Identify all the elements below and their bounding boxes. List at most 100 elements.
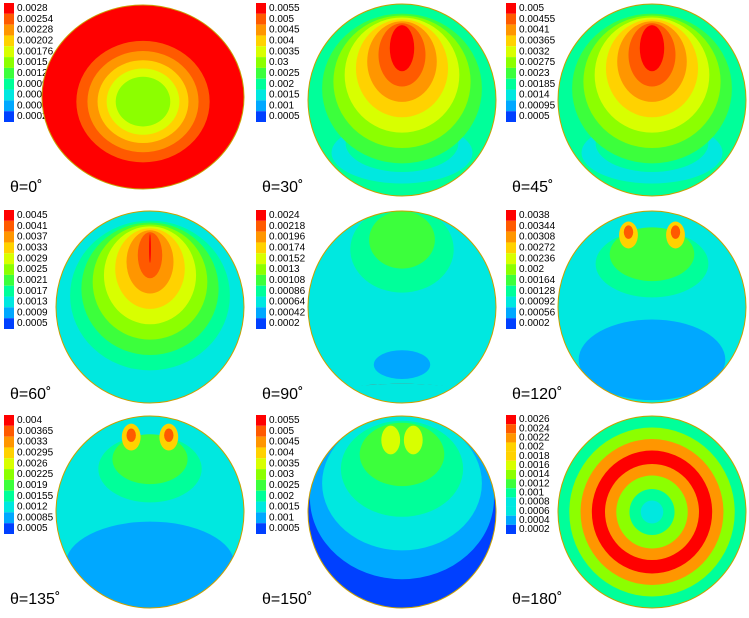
legend-label: 0.005 <box>269 14 294 25</box>
legend-swatch <box>506 451 516 461</box>
legend-label: 0.0035 <box>269 458 300 469</box>
legend-label: 0.00176 <box>17 46 54 57</box>
legend-label: 0.00092 <box>519 297 556 308</box>
legend-label: 0.0005 <box>269 111 300 122</box>
legend-swatch <box>506 100 516 112</box>
legend-swatch <box>4 57 14 68</box>
legend-swatch <box>256 479 266 491</box>
legend-label: 0.002 <box>269 79 294 90</box>
legend-label: 0.0005 <box>519 111 550 122</box>
contour-band <box>389 25 415 72</box>
legend-swatch <box>506 497 516 507</box>
legend-swatch <box>4 447 14 459</box>
legend-label: 0.0025 <box>17 264 48 275</box>
legend-swatch <box>256 523 266 534</box>
legend-label: 0.0021 <box>17 275 48 286</box>
legend-swatch <box>506 296 516 308</box>
legend-label: 0.0013 <box>269 264 300 275</box>
legend-label: 0.00108 <box>269 275 306 286</box>
legend-label: 0.00155 <box>17 491 54 502</box>
legend-label: 0.00308 <box>519 232 556 243</box>
legend-label: 0.0015 <box>269 90 300 101</box>
plot-outline <box>557 415 747 609</box>
theta-label: θ=135˚ <box>10 591 60 608</box>
contour-plot <box>558 4 746 196</box>
legend-label: 0.0002 <box>519 524 550 535</box>
legend-swatch <box>256 111 266 122</box>
plot-outline <box>307 3 497 197</box>
theta-label: θ=90˚ <box>262 386 303 403</box>
legend-label: 0.005 <box>519 3 544 14</box>
legend-label: 0.0028 <box>17 3 48 14</box>
legend-swatch <box>506 111 516 122</box>
legend-swatch <box>506 220 516 232</box>
legend-swatch <box>506 253 516 265</box>
legend-swatch <box>4 415 14 426</box>
legend-label: 0.00174 <box>269 243 306 254</box>
contour-plot <box>56 416 244 608</box>
legend-label: 0.005 <box>269 426 294 437</box>
legend-label: 0.00072 <box>17 90 54 101</box>
contour-plot <box>56 211 244 403</box>
legend-label: 0.0041 <box>17 221 48 232</box>
legend-swatch <box>256 415 266 426</box>
legend-swatch <box>506 242 516 254</box>
legend-label: 0.0002 <box>17 111 48 122</box>
legend-swatch <box>256 264 266 275</box>
legend-label: 0.0015 <box>17 57 48 68</box>
legend-swatch <box>256 296 266 308</box>
legend-label: 0.0026 <box>519 414 550 425</box>
legend-swatch <box>256 242 266 254</box>
contour-band <box>381 425 401 455</box>
legend-swatch <box>506 274 516 286</box>
legend-swatch <box>4 264 14 275</box>
legend-swatch <box>4 89 14 101</box>
contour-band <box>369 211 435 269</box>
legend-label: 0.0017 <box>17 286 48 297</box>
legend-swatch <box>506 264 516 275</box>
legend-label: 0.00236 <box>519 253 556 264</box>
legend-swatch <box>506 479 516 489</box>
legend-label: 0.00295 <box>17 448 54 459</box>
plot-outline <box>41 4 245 190</box>
legend-swatch <box>4 3 14 14</box>
legend-label: 0.0045 <box>269 25 300 36</box>
legend-swatch <box>4 231 14 243</box>
legend-swatch <box>506 57 516 68</box>
legend-swatch <box>506 24 516 36</box>
legend-swatch <box>506 285 516 297</box>
legend-label: 0.0005 <box>17 523 48 534</box>
legend-swatch <box>4 46 14 58</box>
contour-band <box>115 76 171 127</box>
legend-label: 0.0032 <box>519 46 550 57</box>
legend-swatch <box>4 479 14 491</box>
contour-band <box>640 500 664 524</box>
legend-label: 0.002 <box>519 264 544 275</box>
legend-swatch <box>506 35 516 47</box>
legend-swatch <box>506 3 516 14</box>
legend-swatch <box>256 436 266 448</box>
legend-swatch <box>506 46 516 58</box>
legend-label: 0.0025 <box>269 480 300 491</box>
plot-outline <box>557 3 747 197</box>
legend-label: 0.00218 <box>269 221 306 232</box>
legend-label: 0.0002 <box>269 318 300 329</box>
legend-swatch <box>256 512 266 524</box>
legend-swatch <box>256 3 266 14</box>
legend-swatch <box>4 490 14 502</box>
legend-swatch <box>4 35 14 47</box>
legend-label: 0.0025 <box>269 68 300 79</box>
legend-swatch <box>4 253 14 265</box>
legend-swatch <box>256 13 266 25</box>
legend-label: 0.004 <box>269 448 294 459</box>
legend-label: 0.00098 <box>17 79 54 90</box>
theta-label: θ=120˚ <box>512 386 562 403</box>
legend-label: 0.0005 <box>269 523 300 534</box>
legend-label: 0.00225 <box>17 469 54 480</box>
legend-swatch <box>4 469 14 480</box>
legend-label: 0.0002 <box>519 318 550 329</box>
legend-swatch <box>256 24 266 36</box>
legend-label: 0.00272 <box>519 243 556 254</box>
contour-band <box>639 25 665 72</box>
legend-swatch <box>4 523 14 534</box>
